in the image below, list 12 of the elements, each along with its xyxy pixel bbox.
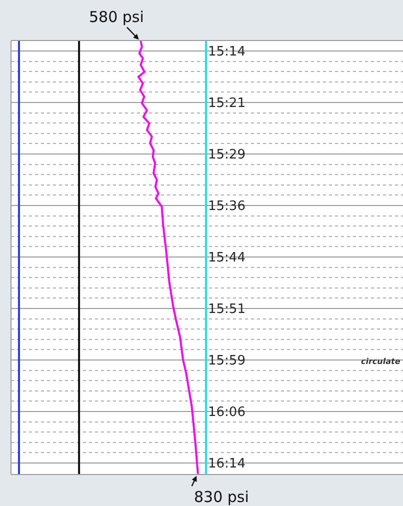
y-tick-label: 15:59 (208, 354, 246, 369)
y-tick-label: 15:29 (208, 148, 246, 163)
y-tick-label: 16:06 (208, 405, 246, 420)
y-tick-label: 15:51 (208, 302, 246, 318)
y-tick-label: 15:36 (208, 199, 246, 214)
y-tick-label: 16:14 (208, 456, 246, 472)
y-tick-label: 15:14 (208, 44, 246, 60)
y-tick-label: 15:44 (208, 250, 246, 266)
text: circulate (361, 357, 401, 366)
y-tick-label: 15:21 (208, 96, 246, 112)
annotation: 830 psi (194, 488, 249, 506)
annotation: 580 psi (89, 8, 144, 26)
